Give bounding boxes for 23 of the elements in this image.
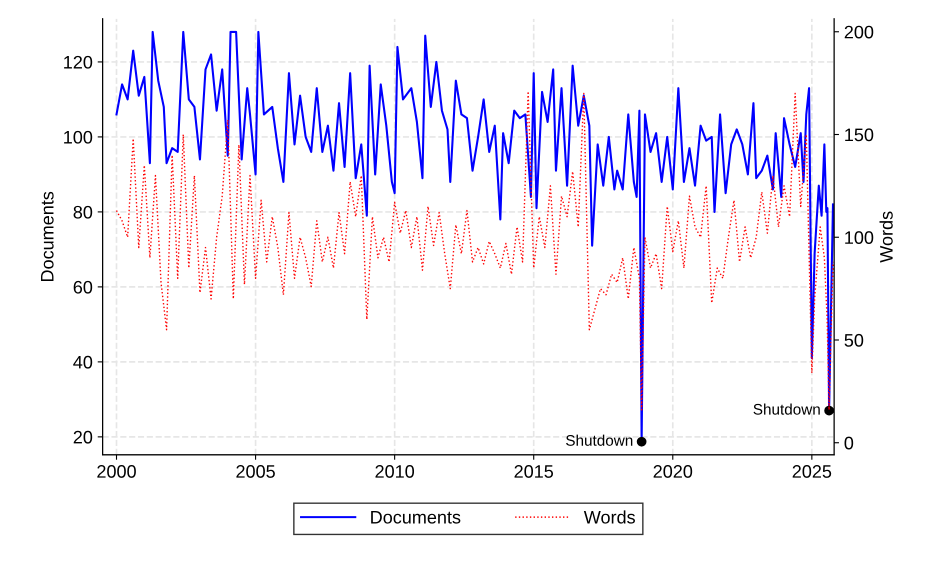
legend-label: Words <box>584 510 635 524</box>
y2-tick-label: 50 <box>844 334 864 347</box>
x-tick-label: 2025 <box>792 465 832 478</box>
y-axis-title: Documents <box>41 192 54 282</box>
annotation: Shutdown <box>566 434 632 446</box>
y2-tick-label: 100 <box>845 231 874 244</box>
legend-label: Documents <box>371 511 460 524</box>
y2-tick-label: 150 <box>845 128 874 142</box>
x-tick-label: 2000 <box>97 465 136 478</box>
x-tick-label: 2010 <box>375 465 414 478</box>
annotation: Shutdown <box>754 403 820 415</box>
y2-tick-label: 0 <box>844 436 854 450</box>
x-tick-label: 2015 <box>514 465 554 478</box>
y-tick-label: 40 <box>73 356 92 369</box>
x-tick-label: 2020 <box>654 465 692 478</box>
y-tick-label: 60 <box>74 280 92 294</box>
y2-tick-label: 200 <box>844 26 874 38</box>
y-tick-label: 120 <box>64 56 92 69</box>
y-tick-label: 80 <box>74 206 92 219</box>
y-tick-label: 20 <box>74 430 92 444</box>
y2-axis-title: Words <box>880 212 893 263</box>
x-tick-label: 2005 <box>236 465 275 478</box>
y-tick-label: 100 <box>64 130 92 144</box>
